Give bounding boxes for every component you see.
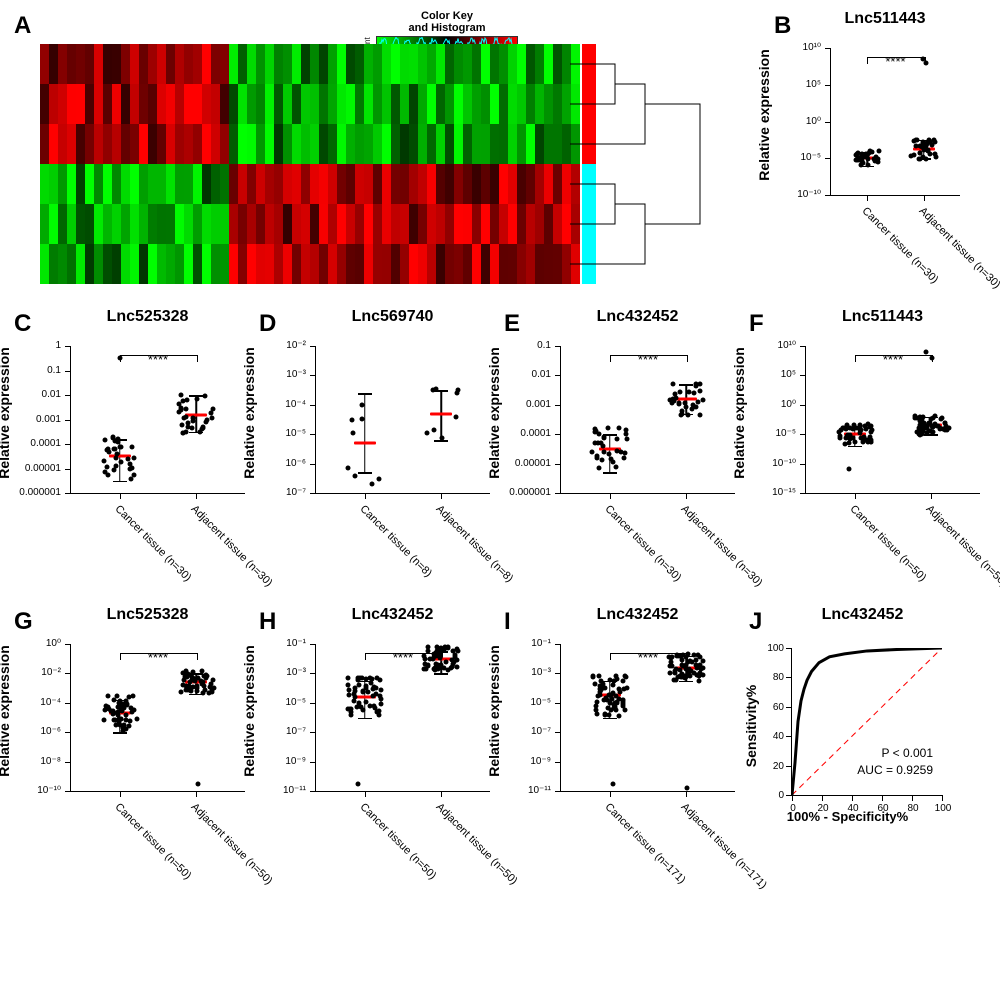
chart-title: Lnc511443 [800, 10, 970, 28]
y-axis-label: Relative expression [486, 645, 502, 777]
chart-title: Lnc511443 [775, 308, 990, 326]
panel-F: FLnc511443Relative expression10⁻¹⁵10⁻¹⁰1… [745, 308, 990, 598]
panel-B: BLnc511443Relative expression10⁻¹⁰10⁻⁵10… [770, 10, 970, 300]
scatter-plot: Relative expression10⁻¹⁰10⁻⁵10⁰10⁵10¹⁰Ca… [770, 30, 970, 200]
y-axis-label: Relative expression [0, 645, 12, 777]
y-axis-label: Relative expression [241, 347, 257, 479]
panel-I: ILnc432452Relative expression10⁻¹¹10⁻⁹10… [500, 606, 745, 896]
chart-title: Lnc432452 [775, 606, 950, 624]
x-axis-label: 100% - Specificity% [745, 809, 950, 824]
scatter-plot: Relative expression0.0000010.000010.0001… [500, 328, 745, 498]
scatter-plot: Relative expression10⁻⁷10⁻⁶10⁻⁵10⁻⁴10⁻³1… [255, 328, 500, 498]
y-axis-label: Relative expression [486, 347, 502, 479]
panel-label: A [14, 12, 31, 40]
scatter-plot: Relative expression10⁻¹⁰10⁻⁸10⁻⁶10⁻⁴10⁻²… [10, 626, 255, 796]
color-key-title: Color Key and Histogram [372, 10, 522, 34]
significance-stars: **** [638, 352, 658, 367]
figure-root: A Color Key and Histogram Count -2-1012 … [10, 10, 990, 896]
y-axis-label: Relative expression [0, 347, 12, 479]
panel-J: JLnc432452Sensitivity%002020404060608080… [745, 606, 950, 896]
y-axis-label: Relative expression [241, 645, 257, 777]
chart-title: Lnc569740 [285, 308, 500, 326]
scatter-plot: Relative expression10⁻¹⁵10⁻¹⁰10⁻⁵10⁰10⁵1… [745, 328, 990, 498]
panel-E: ELnc432452Relative expression0.0000010.0… [500, 308, 745, 598]
heatmap [40, 44, 580, 284]
significance-stars: **** [883, 352, 903, 367]
significance-stars: **** [148, 352, 168, 367]
significance-stars: **** [638, 650, 658, 665]
panel-H: HLnc432452Relative expression10⁻¹¹10⁻⁹10… [255, 606, 500, 896]
chart-title: Lnc432452 [530, 606, 745, 624]
y-axis-label: Relative expression [756, 49, 772, 181]
y-axis-label: Relative expression [731, 347, 747, 479]
scatter-plot: Relative expression0.0000010.000010.0001… [10, 328, 255, 498]
panel-D: DLnc569740Relative expression10⁻⁷10⁻⁶10⁻… [255, 308, 500, 598]
chart-title: Lnc432452 [530, 308, 745, 326]
significance-stars: **** [885, 54, 905, 69]
panel-C: CLnc525328Relative expression0.0000010.0… [10, 308, 255, 598]
roc-annotation: P < 0.001 [882, 746, 934, 760]
chart-title: Lnc525328 [40, 308, 255, 326]
y-axis-label: Sensitivity% [743, 685, 759, 767]
chart-title: Lnc432452 [285, 606, 500, 624]
significance-stars: **** [393, 650, 413, 665]
panel-A: A Color Key and Histogram Count -2-1012 … [10, 10, 770, 290]
panel-G: GLnc525328Relative expression10⁻¹⁰10⁻⁸10… [10, 606, 255, 896]
roc-annotation: AUC = 0.9259 [857, 763, 933, 777]
scatter-plot: Relative expression10⁻¹¹10⁻⁹10⁻⁷10⁻⁵10⁻³… [255, 626, 500, 796]
significance-stars: **** [148, 650, 168, 665]
dendrogram [570, 44, 720, 284]
scatter-plot: Relative expression10⁻¹¹10⁻⁹10⁻⁷10⁻⁵10⁻³… [500, 626, 745, 796]
chart-title: Lnc525328 [40, 606, 255, 624]
